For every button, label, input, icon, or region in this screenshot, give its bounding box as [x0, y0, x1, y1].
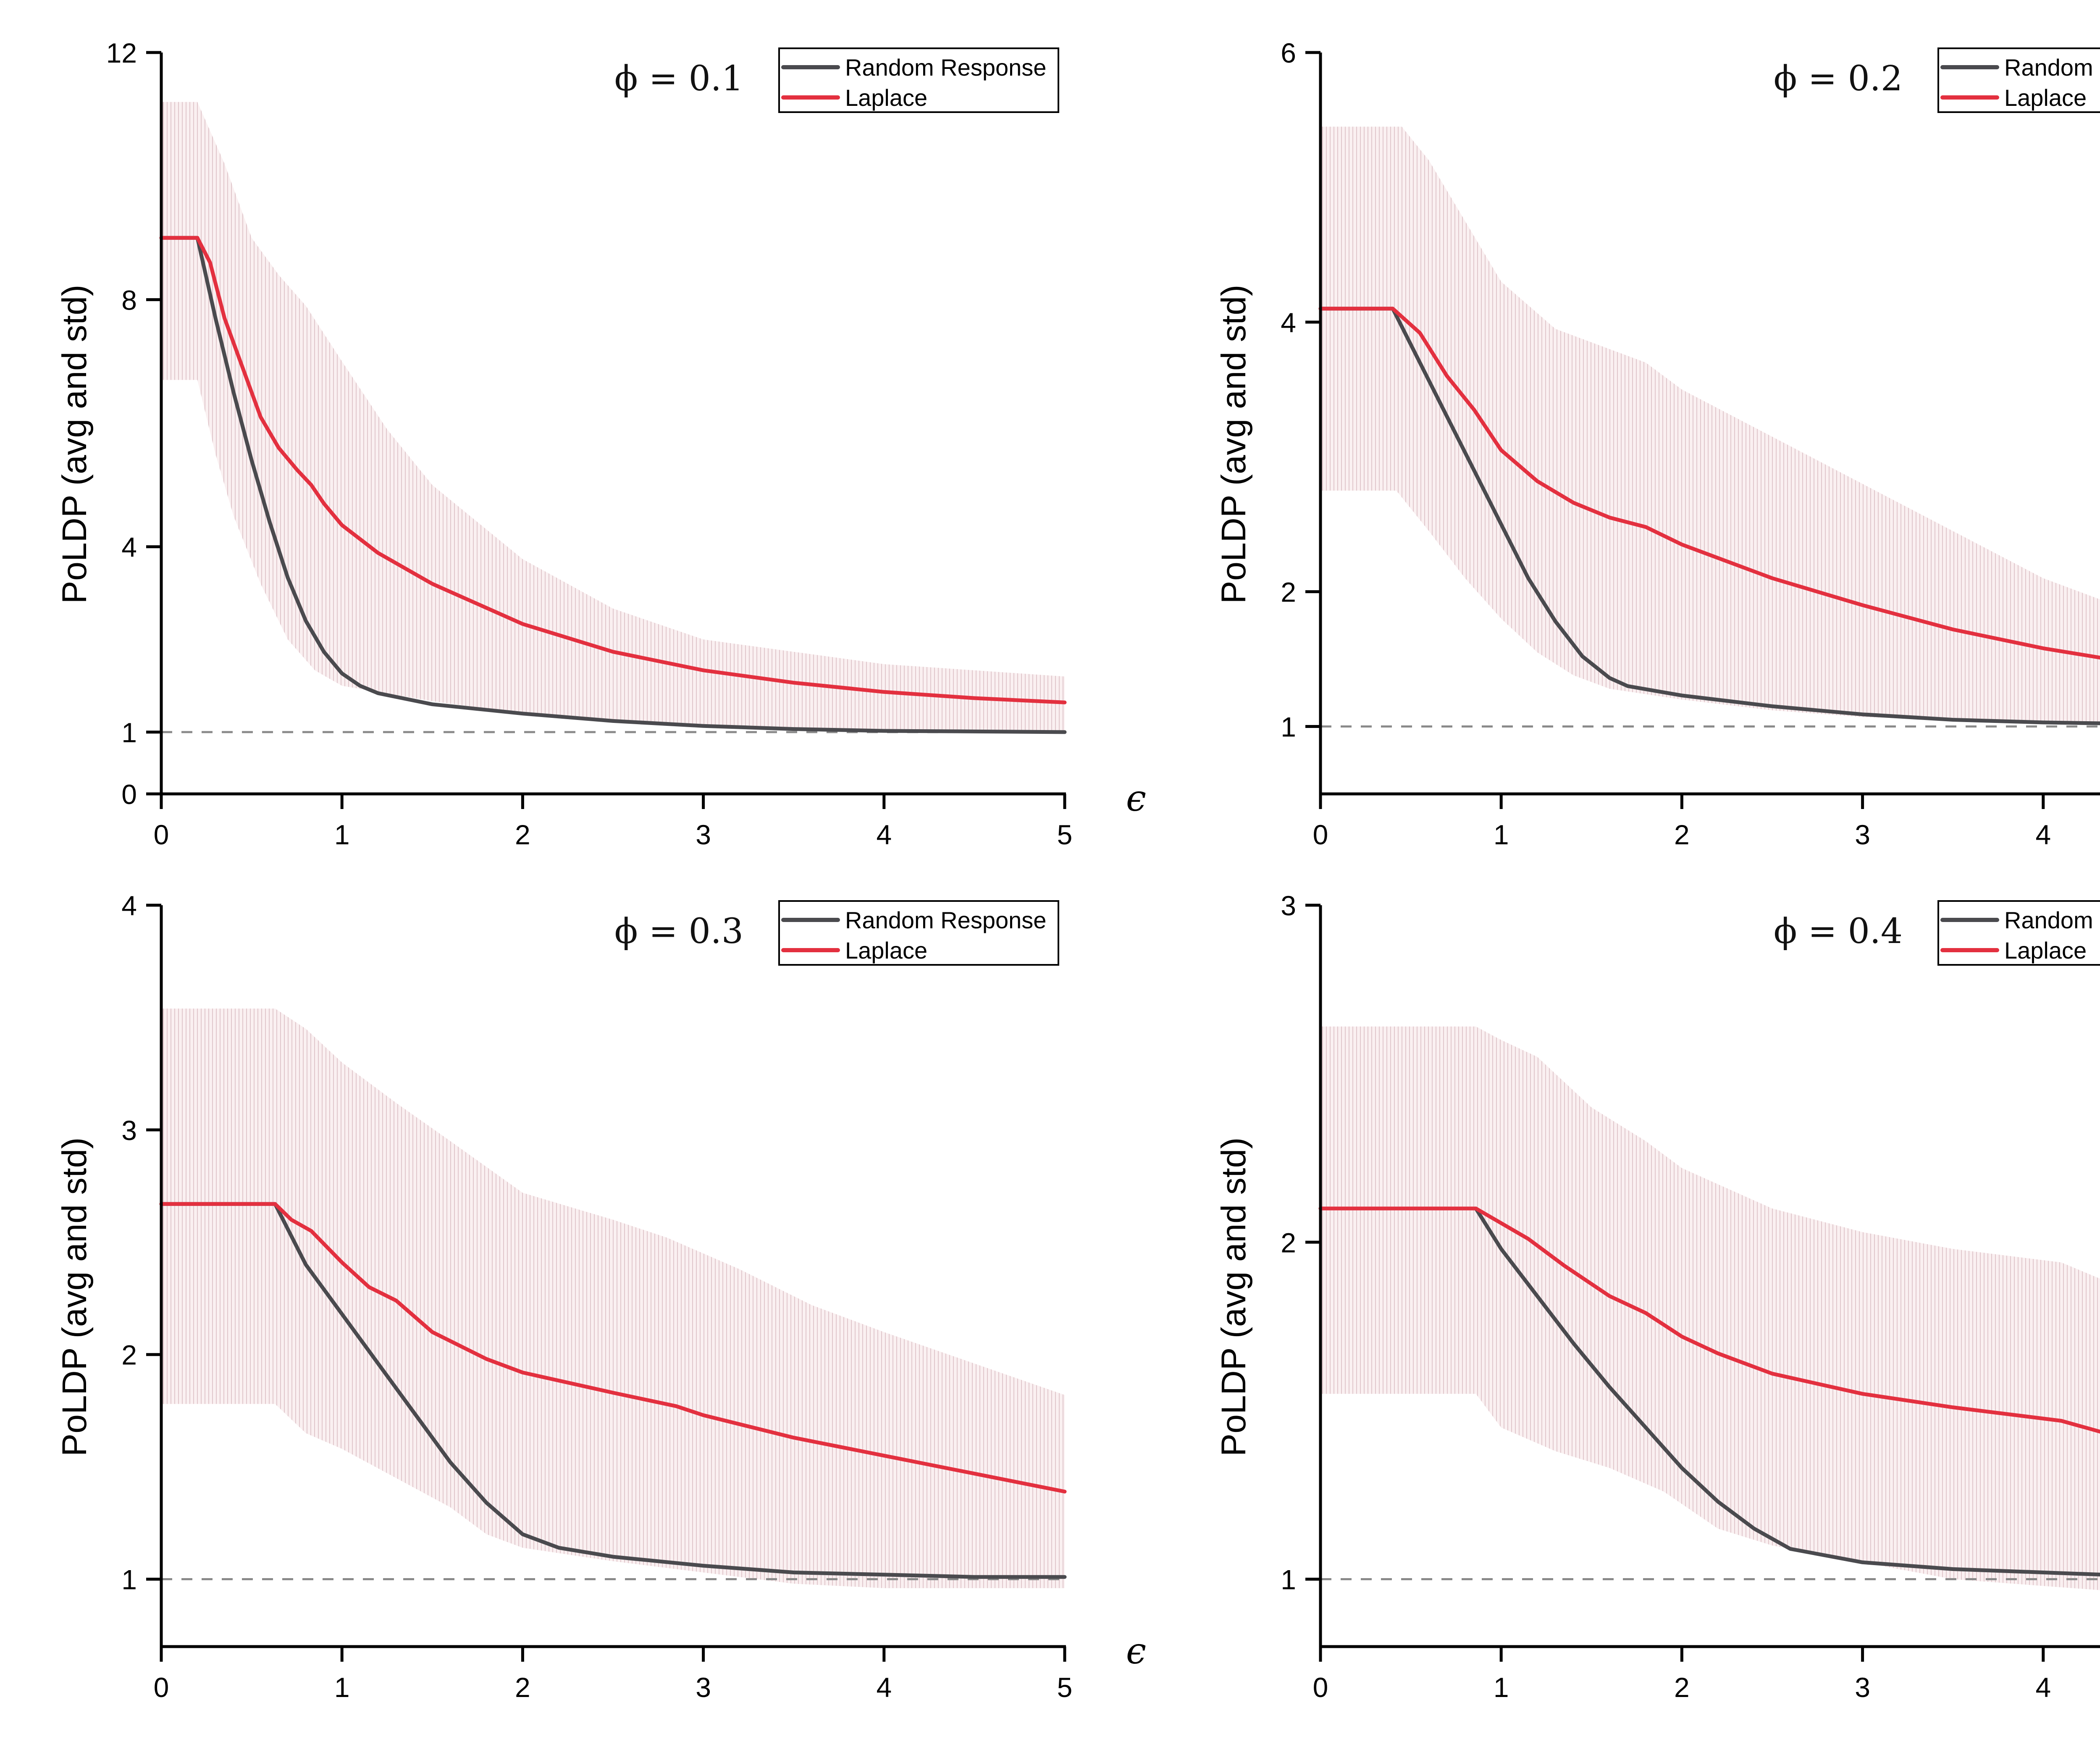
chart-svg: 0123451246PoLDP (avg and std)ϵϕ = 0.2Ran… — [1215, 37, 2100, 850]
x-axis-label: ϵ — [1126, 1630, 1146, 1672]
y-tick-label: 8 — [121, 284, 137, 315]
legend-label-random-response: Random Response — [845, 54, 1046, 81]
x-tick-label: 4 — [2035, 819, 2051, 850]
y-tick-label: 3 — [1281, 890, 1296, 921]
phi-annotation: ϕ = 0.3 — [614, 912, 743, 951]
chart-panel-phi-0-2: 0123451246PoLDP (avg and std)ϵϕ = 0.2Ran… — [1159, 0, 2100, 870]
legend-box — [1937, 900, 2100, 966]
x-tick-label: 4 — [876, 819, 892, 850]
y-axis-label: PoLDP (avg and std) — [1215, 1137, 1253, 1457]
std-band — [1320, 126, 2100, 724]
series-line-laplace — [1318, 307, 2100, 660]
legend-label-laplace: Laplace — [845, 937, 927, 964]
chart-panel-phi-0-1: 0 1 2 3 4 5 0 1 4 8 12 PoLDP (avg and std) ϵ ϕ = 0.1 R… — [0, 0, 1182, 870]
chart-svg: 012345123PoLDP (avg and std)ϵϕ = 0.4Rand… — [1215, 890, 2100, 1703]
y-tick-label: 1 — [1281, 712, 1296, 743]
y-tick-label: 12 — [106, 37, 137, 68]
legend-label-random-response: Random Response — [845, 907, 1046, 933]
chart-panel-phi-0-4: 012345123PoLDP (avg and std)ϵϕ = 0.4Rand… — [1159, 853, 2100, 1722]
legend-label-laplace: Laplace — [845, 84, 927, 111]
x-tick-label: 1 — [334, 819, 350, 850]
legend-box — [778, 47, 1059, 113]
x-tick-label: 0 — [154, 1672, 169, 1703]
series-line-laplace — [159, 236, 1067, 704]
y-tick-label: 3 — [121, 1115, 137, 1146]
y-axis-label: PoLDP (avg and std) — [55, 285, 94, 604]
x-tick-label: 1 — [1494, 819, 1509, 850]
x-tick-label: 5 — [1057, 1672, 1073, 1703]
y-tick-label: 2 — [121, 1340, 137, 1371]
y-tick-label: 1 — [121, 717, 137, 748]
x-tick-label: 2 — [515, 819, 530, 850]
y-tick-label: 2 — [1281, 1227, 1296, 1258]
legend-label-laplace: Laplace — [2004, 84, 2087, 111]
legend-box — [778, 900, 1059, 966]
x-tick-label: 4 — [2035, 1672, 2051, 1703]
x-tick-label: 2 — [515, 1672, 530, 1703]
series-line-laplace — [159, 1202, 1067, 1494]
x-tick-label: 1 — [334, 1672, 350, 1703]
y-tick-label: 6 — [1281, 37, 1296, 68]
std-band — [161, 1009, 1065, 1588]
x-tick-label: 3 — [1855, 819, 1870, 850]
x-tick-label: 3 — [696, 1672, 711, 1703]
y-tick-label: 4 — [121, 890, 137, 921]
y-tick-label: 4 — [121, 532, 137, 563]
phi-annotation: ϕ = 0.4 — [1774, 912, 1903, 951]
x-tick-label: 4 — [876, 1672, 892, 1703]
series-line-random-response — [159, 1202, 1067, 1579]
y-axis-label: PoLDP (avg and std) — [55, 1137, 94, 1457]
phi-annotation: ϕ = 0.2 — [1774, 59, 1903, 99]
x-tick-label: 5 — [1057, 819, 1073, 850]
x-tick-label: 3 — [696, 819, 711, 850]
y-tick-label: 1 — [1281, 1564, 1296, 1595]
x-tick-label: 2 — [1674, 1672, 1690, 1703]
x-tick-label: 0 — [1313, 1672, 1328, 1703]
legend-label-random-response: Random Response — [2004, 907, 2100, 933]
legend: Random Response Laplace — [1937, 900, 2100, 966]
chart-svg: 0 1 2 3 4 5 1 2 3 4 PoLDP (avg and std) ϵ ϕ = 0.3 Ran… — [55, 890, 1146, 1703]
y-tick-label: 2 — [1281, 577, 1296, 608]
x-tick-label: 0 — [1313, 819, 1328, 850]
std-band — [1320, 1026, 2100, 1590]
chart-panel-phi-0-3: 0 1 2 3 4 5 1 2 3 4 PoLDP (avg and std) ϵ ϕ = 0.3 Ran… — [0, 853, 1182, 1722]
y-tick-label: 4 — [1281, 307, 1296, 338]
legend: Random Response Laplace — [1937, 47, 2100, 113]
y-tick-label: 0 — [121, 779, 137, 810]
y-tick-label: 1 — [121, 1564, 137, 1595]
series-line-random-response — [1318, 307, 2100, 725]
x-axis-label: ϵ — [1126, 778, 1146, 820]
series-line-laplace — [1318, 1206, 2100, 1434]
x-tick-label: 2 — [1674, 819, 1690, 850]
series-line-random-response — [1318, 1206, 2100, 1577]
std-band — [161, 102, 1065, 732]
legend-box — [1937, 47, 2100, 113]
x-tick-label: 3 — [1855, 1672, 1870, 1703]
series-line-random-response — [159, 236, 1067, 734]
y-axis-label: PoLDP (avg and std) — [1215, 285, 1253, 604]
legend-label-laplace: Laplace — [2004, 937, 2087, 964]
x-tick-label: 0 — [154, 819, 169, 850]
x-tick-label: 1 — [1494, 1672, 1509, 1703]
phi-annotation: ϕ = 0.1 — [614, 59, 743, 99]
legend-label-random-response: Random Response — [2004, 54, 2100, 81]
legend: Random Response Laplace — [778, 900, 1059, 966]
legend: Random Response Laplace — [778, 47, 1059, 113]
